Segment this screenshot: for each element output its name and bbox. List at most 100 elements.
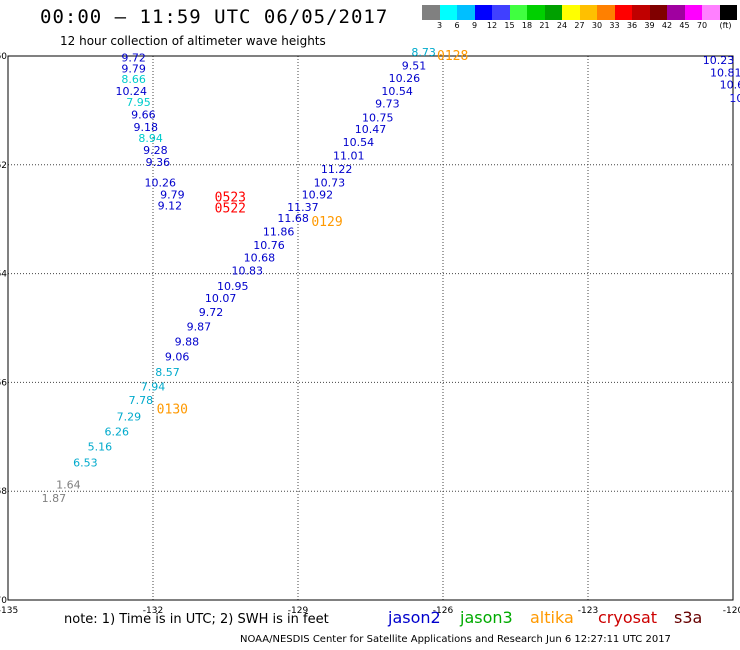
pass-time-label: 0522: [215, 201, 246, 216]
swh-value: 10.81: [710, 67, 740, 80]
map-frame: [7, 55, 734, 601]
swh-value: 10.26: [389, 72, 421, 85]
swh-value: 10.23: [703, 54, 735, 67]
colorbar-label: 36: [626, 21, 638, 30]
swh-value: 9.79: [160, 189, 185, 202]
swh-value: 10.95: [217, 280, 249, 293]
swh-value: 9.12: [158, 199, 183, 212]
swh-value: 10.76: [253, 239, 285, 252]
lat-tick-label: -60: [0, 52, 7, 62]
colorbar-label: 24: [556, 21, 568, 30]
lon-tick-label: -129: [288, 606, 309, 616]
colorbar-swatch: [439, 5, 457, 20]
legend-jason2: jason2: [388, 608, 441, 627]
colorbar-swatch: [509, 5, 527, 20]
colorbar-swatch: [649, 5, 667, 20]
swh-value: 11.86: [263, 226, 295, 239]
swh-value: 8.57: [155, 366, 180, 379]
colorbar-label: 30: [591, 21, 603, 30]
colorbar-swatch: [632, 5, 650, 20]
swh-value: 10.47: [355, 123, 387, 136]
colorbar-swatch: [457, 5, 475, 20]
colorbar-label: 39: [644, 21, 655, 30]
colorbar-label: 12: [486, 21, 498, 30]
colorbar-label: 27: [574, 21, 585, 30]
swh-value: 10.75: [362, 111, 394, 124]
swh-value: 10.68: [244, 252, 276, 265]
swh-value: 9.51: [402, 60, 427, 73]
swh-value: 9.36: [146, 156, 171, 169]
lon-tick-label: -120: [723, 606, 740, 616]
lat-tick-label: -62: [0, 161, 7, 171]
map-title: 00:00 – 11:59 UTC 06/05/2017: [40, 6, 389, 28]
legend-jason3: jason3: [460, 608, 513, 627]
swh-value: 10.26: [145, 177, 177, 190]
colorbar-label: 9: [471, 21, 478, 30]
colorbar-label: 33: [609, 21, 620, 30]
colorbar-swatch: [544, 5, 562, 20]
lat-tick-label: -64: [0, 270, 7, 280]
colorbar-label: 15: [504, 21, 515, 30]
legend-s3a: s3a: [674, 608, 703, 627]
swh-value: 8.73: [411, 46, 436, 59]
colorbar-label: 3: [436, 21, 443, 30]
swh-value: 9.88: [175, 335, 200, 348]
swh-value: 10.92: [302, 189, 334, 202]
lat-tick-label: -68: [0, 487, 7, 497]
swh-value: 10.83: [232, 265, 264, 278]
swh-value: 9.18: [134, 121, 159, 134]
swh-value: 9.66: [131, 109, 156, 122]
colorbar-swatch: [562, 5, 580, 20]
pass-time-label: 0523: [215, 190, 246, 205]
swh-value: 10.24: [116, 85, 148, 98]
swh-value: 10.73: [314, 177, 346, 190]
swh-value: 10.54: [343, 136, 375, 149]
swh-value: 10.07: [205, 292, 237, 305]
swh-value: 7.78: [129, 394, 154, 407]
colorbar-label: 6: [454, 21, 460, 30]
colorbar-label: 18: [521, 21, 533, 30]
swh-value: 8.94: [138, 132, 163, 145]
legend-altika: altika: [530, 608, 574, 627]
swh-value: 9.06: [165, 351, 190, 364]
swh-value: 10.68: [720, 79, 740, 92]
colorbar-swatch: [614, 5, 632, 20]
wave-height-colorbar: [422, 5, 737, 20]
swh-value: 9.72: [199, 306, 224, 319]
colorbar-label: 42: [661, 21, 673, 30]
swh-value: 11.22: [321, 163, 353, 176]
colorbar-label: 45: [679, 21, 690, 30]
colorbar-swatch: [474, 5, 492, 20]
lon-tick-label: -126: [433, 606, 454, 616]
colorbar-swatch: [719, 5, 737, 20]
pass-time-label: 0128: [437, 49, 468, 64]
colorbar-labels: 3 6 9 12 15 18 21 24 27 30 33 36 39 42 45 70 (ft): [422, 21, 740, 33]
colorbar-label: (ft): [719, 21, 732, 30]
colorbar-swatch: [684, 5, 702, 20]
colorbar-label: 70: [696, 21, 708, 30]
pass-time-label: 0130: [157, 403, 188, 418]
swh-value: 7.29: [117, 410, 142, 423]
swh-value: 5.16: [88, 440, 113, 453]
swh-value: 6.26: [105, 426, 130, 439]
swh-value: 10.77: [729, 92, 740, 105]
colorbar-swatch: [492, 5, 510, 20]
colorbar-swatch: [667, 5, 685, 20]
colorbar-swatch: [422, 5, 440, 20]
swh-value: 8.66: [121, 73, 146, 86]
swh-value: 9.72: [121, 51, 146, 64]
swh-value: 9.73: [375, 98, 400, 111]
swh-value: 11.37: [287, 201, 319, 214]
swh-value: 9.79: [121, 62, 146, 75]
swh-value: 11.01: [333, 149, 365, 162]
lat-tick-label: -66: [0, 378, 7, 388]
swh-value: 1.64: [56, 478, 81, 491]
swh-value: 11.68: [277, 212, 309, 225]
swh-value: 7.95: [126, 96, 151, 109]
lat-tick-label: -70: [0, 596, 7, 606]
lon-tick-label: -135: [0, 606, 18, 616]
swh-value: 10.54: [381, 85, 413, 98]
swh-value: 9.87: [187, 321, 212, 334]
lon-tick-label: -123: [578, 606, 598, 616]
